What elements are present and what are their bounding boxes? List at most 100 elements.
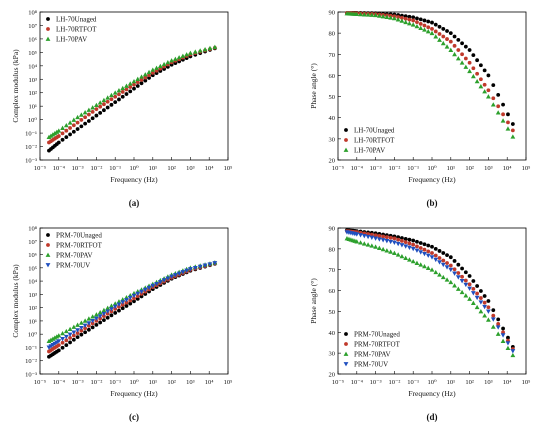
data-point	[365, 242, 371, 247]
x-axis-label: Frequency (Hz)	[110, 175, 158, 184]
data-point	[128, 301, 133, 306]
y-tick-label: 10³	[29, 292, 38, 299]
data-point	[139, 289, 144, 295]
x-tick-label: 10⁻¹	[407, 379, 419, 386]
data-point	[441, 27, 446, 31]
data-point	[496, 104, 501, 109]
data-point	[60, 131, 65, 136]
data-point	[418, 241, 423, 245]
data-point	[94, 316, 99, 321]
data-point	[399, 18, 405, 23]
data-point	[161, 61, 167, 67]
data-point	[97, 309, 103, 315]
y-tick-label: 10⁷	[28, 239, 37, 246]
data-point	[90, 318, 96, 324]
data-point	[184, 52, 190, 57]
data-point	[68, 340, 72, 345]
legend-label: PRM-70Unaged	[354, 331, 400, 339]
y-tick-label: 10³	[29, 77, 38, 84]
data-point	[475, 284, 480, 288]
data-point	[460, 41, 464, 46]
x-tick-label: 10⁻²	[388, 379, 400, 386]
data-point	[418, 246, 423, 250]
data-point	[407, 245, 412, 251]
data-point	[426, 243, 431, 248]
y-tick-label: 10⁵	[28, 265, 37, 272]
x-tick-label: 10⁻⁴	[53, 165, 66, 172]
data-point	[448, 39, 453, 44]
data-point	[392, 250, 397, 255]
data-point	[94, 312, 99, 317]
data-point	[143, 78, 148, 83]
data-point	[60, 137, 65, 142]
data-point	[422, 18, 427, 23]
data-point	[486, 299, 491, 303]
data-point	[124, 300, 129, 305]
data-point	[482, 82, 487, 87]
data-point	[373, 244, 378, 249]
data-point	[448, 255, 453, 260]
data-point	[120, 94, 125, 99]
legend-label: PRM-70UV	[56, 262, 90, 270]
data-point	[117, 308, 121, 313]
data-point	[403, 236, 408, 241]
data-point	[410, 246, 416, 252]
data-point	[161, 278, 167, 283]
data-point	[456, 262, 461, 267]
data-point	[448, 31, 453, 36]
data-point	[52, 130, 58, 136]
data-point	[68, 132, 72, 137]
y-tick-label: 10⁻²	[25, 144, 37, 151]
data-point	[165, 59, 171, 65]
data-point	[373, 12, 378, 18]
data-point	[415, 244, 419, 249]
data-point	[369, 243, 375, 248]
data-point	[344, 332, 348, 336]
data-point	[463, 278, 468, 283]
data-point	[510, 122, 515, 126]
data-point	[410, 258, 416, 264]
data-point	[169, 274, 174, 279]
data-point	[410, 22, 416, 27]
data-point	[486, 88, 491, 93]
data-point	[441, 34, 446, 39]
data-point	[490, 317, 496, 322]
y-tick-label: 30	[329, 351, 336, 358]
panel-caption: (a)	[129, 198, 140, 208]
data-point	[437, 24, 442, 29]
data-point	[384, 14, 390, 19]
y-tick-label: 10¹	[29, 104, 38, 111]
y-tick-label: 80	[329, 31, 336, 38]
data-point	[101, 97, 107, 103]
data-point	[354, 11, 360, 17]
data-point	[399, 243, 405, 248]
y-tick-label: 10¹	[29, 318, 38, 325]
data-point	[117, 97, 121, 102]
data-point	[478, 296, 483, 300]
data-point	[426, 19, 431, 24]
data-point	[490, 102, 496, 107]
data-point	[373, 236, 378, 241]
data-point	[407, 237, 412, 242]
data-point	[418, 17, 423, 22]
data-point	[113, 100, 118, 105]
data-point	[467, 60, 472, 65]
y-axis-label: Phase angle (°)	[309, 63, 318, 109]
data-point	[459, 289, 465, 295]
data-point	[90, 116, 95, 121]
data-point	[392, 15, 397, 21]
data-point	[154, 281, 159, 287]
data-point	[422, 251, 427, 257]
y-tick-label: 10⁰	[28, 117, 38, 124]
data-point	[98, 110, 103, 115]
legend-label: LH-70Unaged	[56, 16, 97, 24]
data-point	[482, 300, 487, 305]
data-point	[90, 325, 95, 330]
x-axis-label: Frequency (Hz)	[110, 389, 158, 398]
data-point	[392, 236, 397, 241]
data-point	[501, 102, 505, 107]
data-point	[105, 99, 110, 104]
data-point	[437, 32, 442, 36]
data-point	[425, 253, 431, 258]
x-tick-label: 10⁻³	[72, 165, 84, 172]
